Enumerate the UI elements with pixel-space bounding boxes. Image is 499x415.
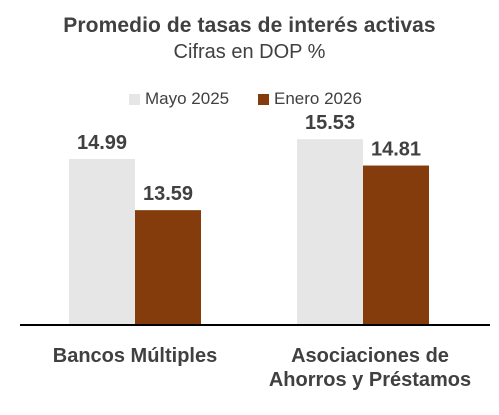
- category-label-line: Bancos Múltiples: [52, 345, 218, 367]
- chart-title: Promedio de tasas de interés activas: [63, 14, 436, 37]
- data-label: 15.53: [305, 112, 355, 134]
- legend: Mayo 2025 Enero 2026: [0, 88, 499, 110]
- data-label: 13.59: [143, 183, 193, 205]
- legend-item-mayo-2025: Mayo 2025: [129, 88, 229, 110]
- chart-subtitle: Cifras en DOP %: [173, 41, 326, 63]
- legend-label-mayo-2025: Mayo 2025: [145, 89, 230, 108]
- category-label-bancos-multiples: Bancos Múltiples: [20, 344, 250, 368]
- legend-swatch-mayo-2025: [129, 93, 140, 105]
- legend-swatch-enero-2026: [258, 93, 269, 105]
- category-label-line: Ahorros y Préstamos: [268, 369, 472, 391]
- legend-label-enero-2026: Enero 2026: [274, 89, 362, 108]
- category-label-line: Asociaciones de: [291, 345, 449, 367]
- category-label-asociaciones: Asociaciones de Ahorros y Préstamos: [250, 344, 490, 392]
- data-label: 14.81: [371, 139, 421, 161]
- legend-item-enero-2026: Enero 2026: [258, 88, 362, 110]
- bar-mayo-2025-1: [297, 139, 363, 325]
- bar-enero-2026-0: [135, 210, 201, 325]
- data-label: 14.99: [77, 132, 127, 154]
- bar-enero-2026-1: [363, 165, 429, 325]
- bar-mayo-2025-0: [69, 158, 135, 325]
